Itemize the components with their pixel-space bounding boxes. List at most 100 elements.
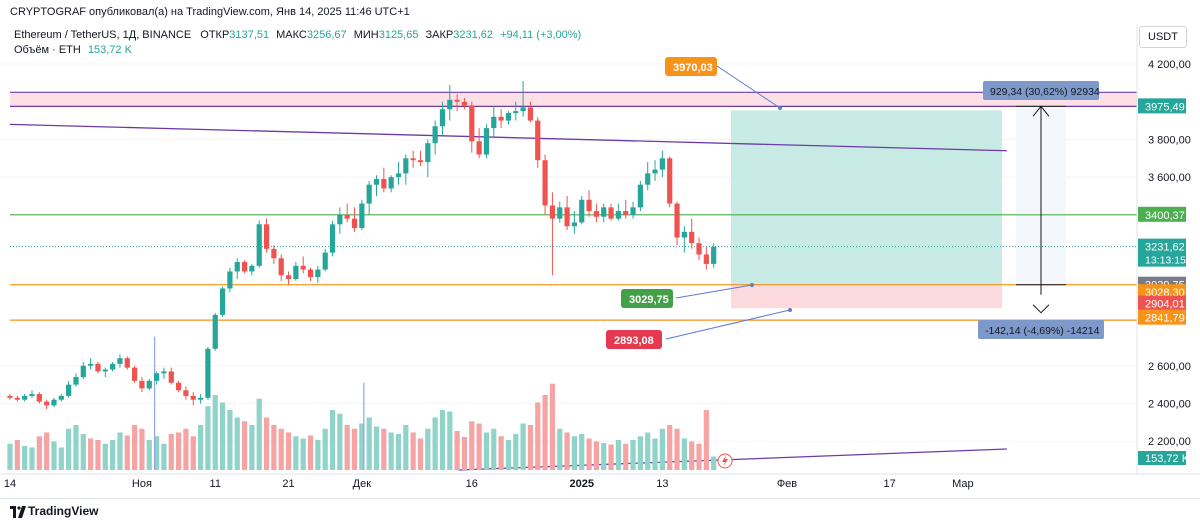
price-chart[interactable]: 3970,03 3029,75 2893,08 929,34 (30,62%) 929… xyxy=(0,24,1200,498)
volume-bar xyxy=(263,417,270,470)
candle xyxy=(417,150,424,166)
candle-body xyxy=(425,143,431,163)
y-tick-label: 3 800,00 xyxy=(1148,134,1191,146)
candle-body xyxy=(403,158,409,174)
candle-body xyxy=(432,126,438,144)
countdown-label: 13:13:15 xyxy=(1145,255,1186,267)
volume-tag-label: 153,72 K xyxy=(1145,453,1190,465)
candle xyxy=(7,394,13,400)
candle-body xyxy=(571,222,578,227)
volume-bar xyxy=(58,447,64,470)
candle-body xyxy=(351,218,358,229)
volume-bar xyxy=(593,441,599,470)
candle-body xyxy=(102,369,108,372)
candle-body xyxy=(359,203,365,229)
candle xyxy=(586,190,592,217)
candle xyxy=(29,390,35,398)
volume-bar xyxy=(278,428,284,470)
volume-bar xyxy=(439,410,446,470)
volume-bar xyxy=(102,443,108,470)
currency-selector[interactable]: USDT xyxy=(1139,26,1187,48)
candle xyxy=(219,286,226,317)
volume-bar xyxy=(197,425,204,470)
callout-leader xyxy=(675,284,753,299)
candle xyxy=(498,109,504,129)
y-tick-label: 4 200,00 xyxy=(1148,59,1191,71)
candle xyxy=(249,263,255,276)
candle xyxy=(278,254,284,281)
candle-body xyxy=(476,141,482,155)
candle xyxy=(73,373,79,387)
candle xyxy=(329,220,336,257)
price-tag xyxy=(1138,206,1186,222)
volume-bar xyxy=(623,443,629,470)
candle xyxy=(373,175,380,197)
candle-body xyxy=(483,128,490,155)
lightning-bolt-icon xyxy=(722,455,728,467)
candle-body xyxy=(44,401,50,406)
candle xyxy=(197,394,204,404)
price-tag-label: 3975,49 xyxy=(1145,101,1185,113)
volume-bar xyxy=(80,434,86,470)
candle-body xyxy=(542,160,548,206)
candle xyxy=(571,211,578,234)
volume-bar xyxy=(315,440,321,470)
candle-body xyxy=(454,99,460,102)
candle xyxy=(146,378,152,391)
candle-body xyxy=(586,199,592,212)
candle-body xyxy=(175,382,182,391)
volume-bar xyxy=(293,436,299,470)
candle xyxy=(410,150,416,168)
volume-bar xyxy=(124,435,130,470)
candle-body xyxy=(307,269,314,278)
candle xyxy=(351,207,358,232)
volume-bar xyxy=(29,447,35,470)
candle xyxy=(637,180,643,212)
candle xyxy=(505,111,512,125)
close-label: ЗАКР xyxy=(425,29,454,41)
candle-body xyxy=(300,265,306,270)
callout-anchor xyxy=(788,308,792,312)
open-label: ОТКР xyxy=(200,29,230,41)
candle-body xyxy=(51,399,57,406)
candle-body xyxy=(146,380,152,389)
candle xyxy=(652,160,658,181)
volume-bar xyxy=(154,436,160,470)
volume-bar xyxy=(7,443,13,470)
volume-bar xyxy=(571,436,578,470)
symbol-title[interactable]: Ethereum / TetherUS, 1Д, BINANCE xyxy=(14,29,192,41)
volume-bar xyxy=(22,446,28,470)
candle-body xyxy=(212,314,218,349)
candle xyxy=(425,139,431,178)
candle-body xyxy=(80,365,86,378)
callout-leader xyxy=(716,65,781,109)
candle xyxy=(315,265,321,283)
volume-bar xyxy=(447,411,453,470)
candle xyxy=(513,101,519,121)
candle xyxy=(579,196,585,225)
candle-body xyxy=(667,158,673,204)
volume-bar xyxy=(395,434,402,470)
callout-box xyxy=(621,289,673,308)
candle-body xyxy=(190,395,196,400)
candle xyxy=(88,358,94,370)
x-tick-label: 17 xyxy=(883,478,895,490)
candle xyxy=(711,243,717,268)
candle xyxy=(439,101,446,136)
volume-bar xyxy=(601,443,607,470)
volume-bar xyxy=(132,425,138,470)
volume-bar xyxy=(44,432,50,470)
candle xyxy=(461,97,468,110)
x-tick-label: 11 xyxy=(210,478,221,490)
candle-body xyxy=(366,184,372,204)
candle xyxy=(557,201,563,223)
candle xyxy=(630,201,636,219)
x-tick-label: 2025 xyxy=(569,478,593,490)
candle xyxy=(234,258,240,280)
low-value: 3125,65 xyxy=(378,29,419,41)
candle xyxy=(80,361,86,379)
measure-info-top-box xyxy=(983,81,1099,100)
callout-label: 2893,08 xyxy=(614,335,654,347)
candle-body xyxy=(117,358,123,364)
callout-box xyxy=(665,57,717,76)
